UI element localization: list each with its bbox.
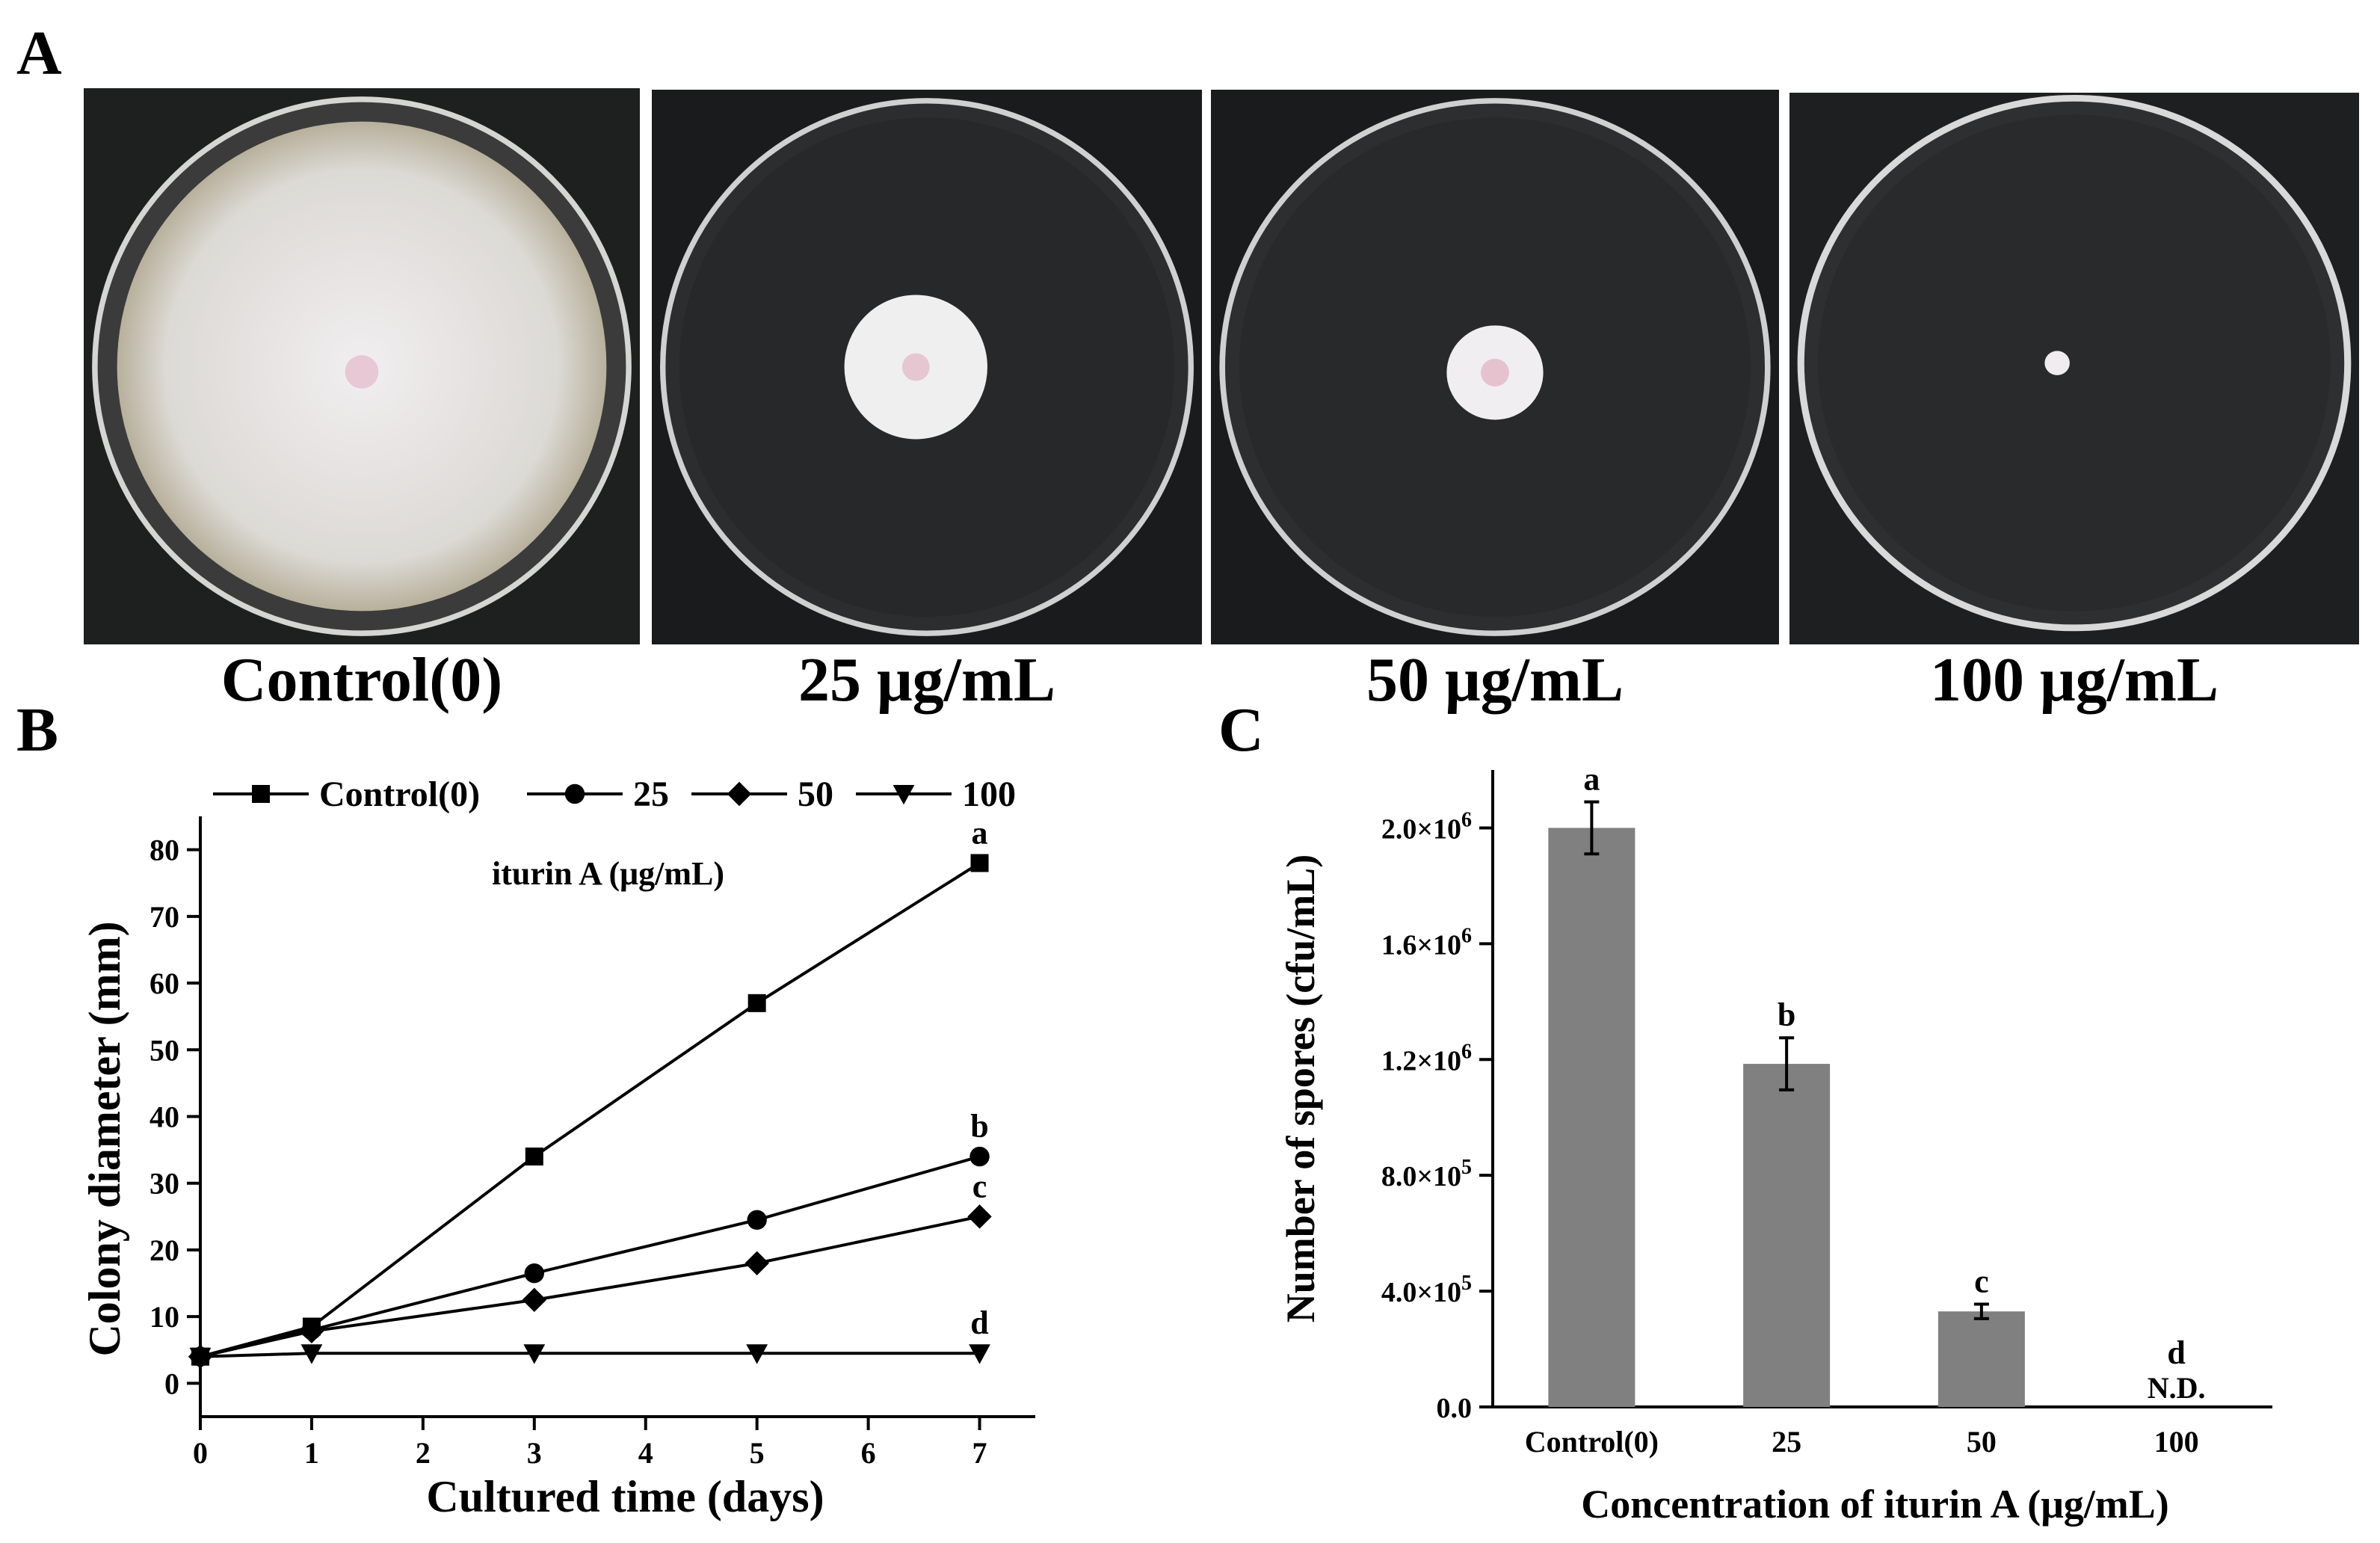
y-tick-label: 0 <box>164 1367 179 1400</box>
y-tick-label: 30 <box>149 1167 179 1201</box>
significance-letter: a <box>1583 761 1600 798</box>
data-point <box>744 1251 769 1275</box>
data-point <box>969 1344 990 1364</box>
bar <box>1937 1311 2025 1407</box>
y-tick-mantissa: 8.0×10 <box>1381 1161 1461 1192</box>
photo-caption-100: 100 μg/mL <box>1930 645 2219 715</box>
panel-letter-a: A <box>16 19 62 88</box>
x-tick-label: 100 <box>2154 1425 2199 1459</box>
petri-dish-photo-50 <box>1211 90 1779 644</box>
significance-letter: d <box>2167 1334 2185 1371</box>
x-tick-label: 7 <box>972 1436 987 1470</box>
y-tick-mantissa: 1.2×10 <box>1381 1045 1461 1077</box>
significance-letter: c <box>1974 1263 1989 1300</box>
y-tick-mantissa: 0.0 <box>1437 1393 1473 1424</box>
bar <box>1743 1064 1831 1407</box>
bar <box>1548 828 1636 1407</box>
x-tick-label: Control(0) <box>1525 1425 1659 1459</box>
y-tick-label: 0.0 <box>1437 1393 1473 1424</box>
data-point <box>969 1146 990 1167</box>
y-tick-label: 10 <box>149 1300 179 1334</box>
photo-caption-25: 25 μg/mL <box>798 645 1055 715</box>
x-tick-label: 2 <box>416 1436 431 1470</box>
y-tick-exponent: 5 <box>1461 1272 1472 1295</box>
bar-chart-spore-count: 0.04.0×1058.0×1051.2×1061.6×1062.0×106Co… <box>1278 761 2272 1527</box>
x-tick-label: 3 <box>527 1436 542 1470</box>
data-point <box>525 1148 543 1166</box>
x-tick-label: 1 <box>304 1436 319 1470</box>
legend-marker <box>252 785 270 803</box>
legend-label: Control(0) <box>319 774 480 814</box>
significance-letter: b <box>970 1108 988 1145</box>
y-tick-label: 60 <box>149 967 179 1000</box>
data-point <box>189 1347 212 1368</box>
y-tick-mantissa: 1.6×10 <box>1381 929 1461 961</box>
y-tick-label: 8.0×105 <box>1381 1156 1472 1192</box>
y-tick-label: 80 <box>149 834 179 867</box>
y-tick-exponent: 5 <box>1461 1156 1472 1179</box>
x-axis-title: Concentration of iturin A (μg/mL) <box>1581 1482 2169 1527</box>
legend-label: 50 <box>798 774 833 814</box>
data-point <box>299 1319 324 1343</box>
legend-marker <box>892 785 915 805</box>
x-tick-label: 50 <box>1967 1425 1997 1459</box>
panel-letter-b: B <box>16 695 59 765</box>
y-tick-label: 50 <box>149 1033 179 1067</box>
y-tick-label: 4.0×105 <box>1381 1272 1472 1308</box>
y-tick-label: 20 <box>149 1234 179 1267</box>
data-point <box>970 854 989 872</box>
petri-dish-photo-control <box>84 88 640 644</box>
y-axis-title: Number of spores (cfu/mL) <box>1278 854 1323 1322</box>
x-tick-label: 0 <box>193 1436 208 1470</box>
data-point <box>522 1287 546 1313</box>
significance-letter: d <box>970 1305 988 1341</box>
y-tick-label: 2.0×106 <box>1381 808 1472 845</box>
photo-caption-50: 50 μg/mL <box>1366 645 1624 715</box>
petri-dish-photo-25 <box>652 90 1202 644</box>
y-tick-label: 70 <box>149 900 179 934</box>
x-tick-label: 6 <box>861 1436 876 1470</box>
x-tick-label: 25 <box>1772 1425 1801 1459</box>
x-tick-label: 5 <box>750 1436 765 1470</box>
panel-letter-c: C <box>1218 695 1264 765</box>
x-axis-title: Cultured time (days) <box>426 1472 824 1521</box>
data-point <box>967 1204 992 1229</box>
significance-letter: b <box>1778 997 1795 1033</box>
legend-label: 25 <box>633 774 669 814</box>
legend-note: iturin A (μg/mL) <box>492 855 724 892</box>
series-line <box>200 861 981 1358</box>
y-tick-label: 40 <box>149 1100 179 1134</box>
data-point <box>747 1210 767 1230</box>
y-tick-exponent: 6 <box>1461 808 1472 831</box>
y-tick-label: 1.2×106 <box>1381 1040 1472 1077</box>
y-tick-mantissa: 2.0×10 <box>1381 813 1461 845</box>
bar-annotation: N.D. <box>2148 1371 2206 1405</box>
significance-letter: c <box>972 1168 987 1204</box>
data-point <box>747 994 766 1012</box>
data-point <box>523 1344 546 1364</box>
y-tick-exponent: 6 <box>1461 924 1472 947</box>
data-point <box>746 1344 768 1364</box>
data-point <box>524 1263 544 1284</box>
petri-dish-photo-100 <box>1789 93 2359 644</box>
significance-letter: a <box>972 814 988 851</box>
data-point <box>300 1344 323 1364</box>
legend-label: 100 <box>962 774 1016 814</box>
legend-marker <box>564 783 585 804</box>
x-tick-label: 4 <box>638 1436 653 1470</box>
photo-caption-control: Control(0) <box>221 645 503 715</box>
y-tick-label: 1.6×106 <box>1381 924 1472 961</box>
y-axis-title: Colony diameter (mm) <box>80 921 129 1356</box>
y-tick-exponent: 6 <box>1461 1040 1472 1063</box>
legend-marker <box>727 781 752 807</box>
y-tick-mantissa: 4.0×10 <box>1381 1277 1461 1308</box>
